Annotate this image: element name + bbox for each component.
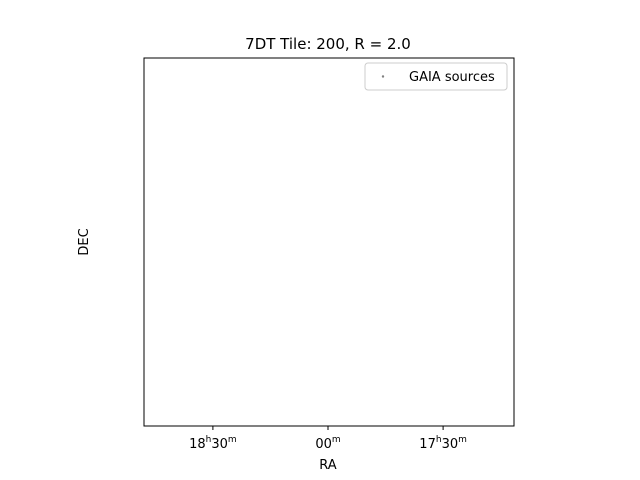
legend-label-gaia: GAIA sources (409, 70, 495, 85)
y-axis-label: DEC (77, 228, 92, 255)
legend-box (364, 62, 508, 91)
x-tick-label: 00m (315, 435, 340, 452)
x-tick-label: 17h30m (419, 435, 467, 452)
x-axis: 18h30m 00m 17h30m (189, 426, 467, 452)
x-axis-label: RA (319, 458, 337, 473)
legend-marker-gaia (381, 75, 385, 78)
axes-frame (143, 57, 515, 427)
x-tick-label: 18h30m (189, 435, 237, 452)
legend: GAIA sources (364, 62, 508, 91)
chart-title: 7DT Tile: 200, R = 2.0 (245, 35, 411, 53)
